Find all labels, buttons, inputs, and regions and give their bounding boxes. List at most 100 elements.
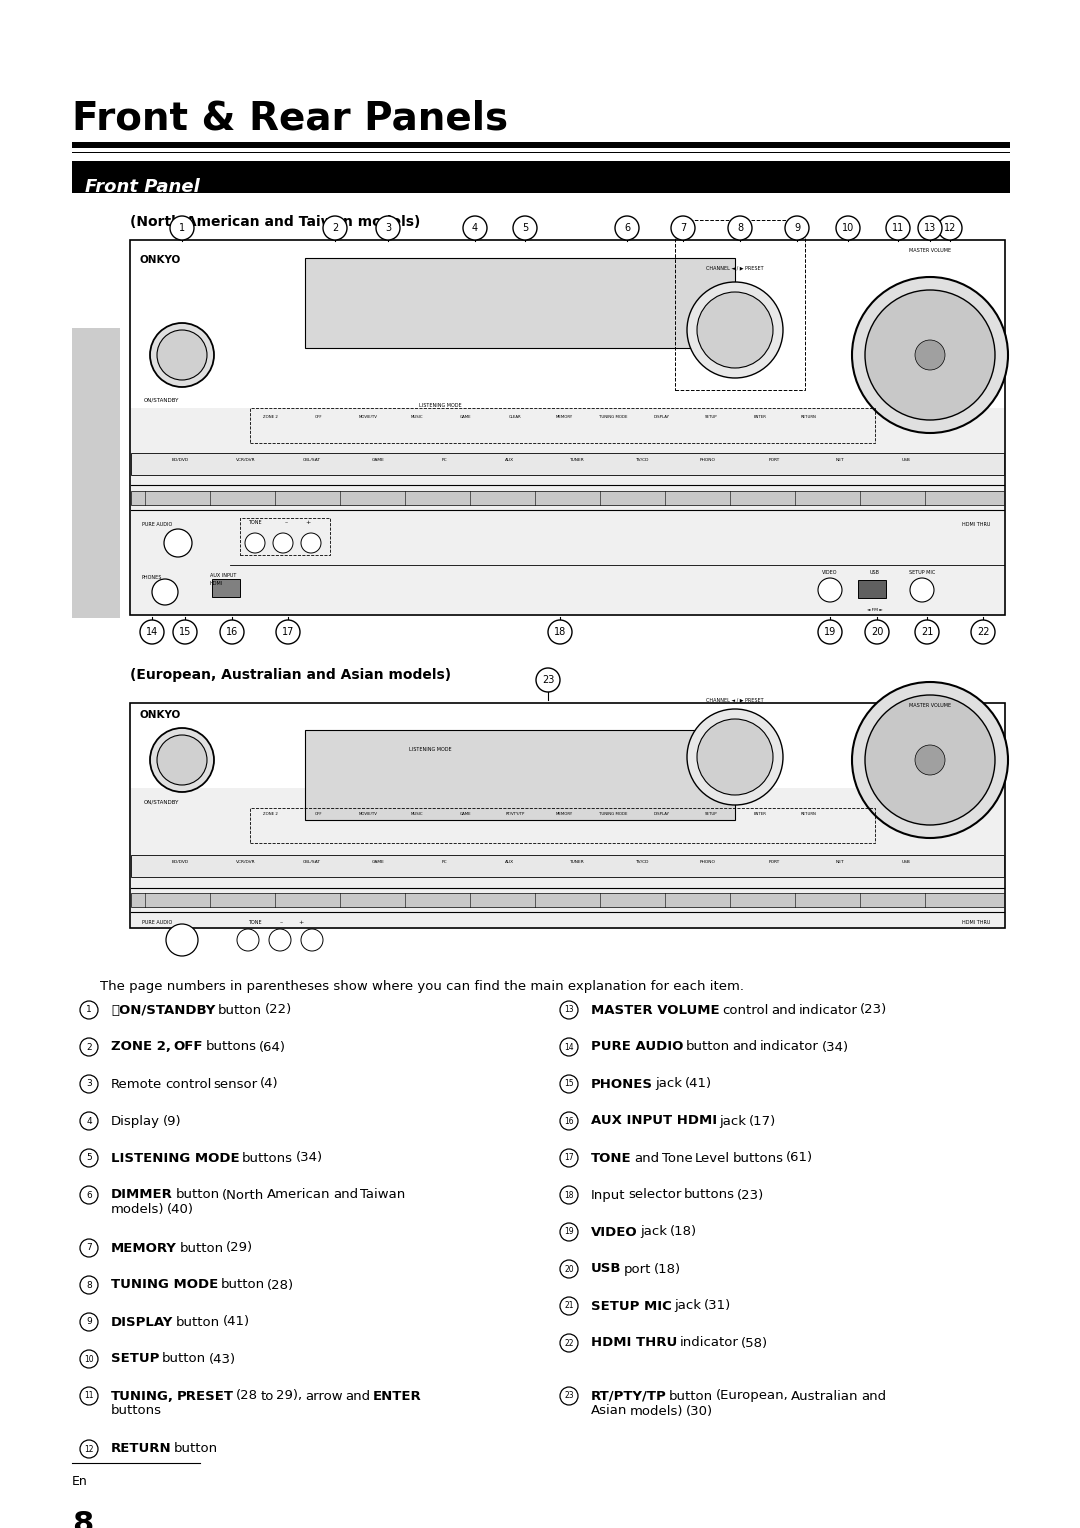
Text: NET: NET [836,458,845,461]
Text: LISTENING MODE: LISTENING MODE [111,1152,240,1164]
Circle shape [818,578,842,602]
Text: DISPLAY: DISPLAY [654,416,670,419]
Text: DISPLAY: DISPLAY [654,811,670,816]
Text: (9): (9) [162,1114,181,1128]
Circle shape [615,215,639,240]
Text: MOVIE/TV: MOVIE/TV [359,811,377,816]
Text: VIDEO: VIDEO [591,1225,637,1239]
Text: SETUP: SETUP [111,1352,160,1366]
Text: PURE AUDIO: PURE AUDIO [141,523,172,527]
Text: PORT: PORT [768,860,780,863]
Circle shape [852,277,1008,432]
Circle shape [915,341,945,370]
Text: 4: 4 [86,1117,92,1126]
Text: ONKYO: ONKYO [140,255,181,264]
Circle shape [561,1222,578,1241]
Bar [72,142,1010,148]
Circle shape [301,929,323,950]
Text: and: and [732,1041,758,1053]
Text: 5: 5 [86,1154,92,1163]
Bar [131,490,1004,504]
Circle shape [785,215,809,240]
Text: Australian: Australian [792,1389,859,1403]
Text: 18: 18 [554,626,566,637]
Text: –: – [285,520,288,526]
Text: HDMI THRU: HDMI THRU [961,523,990,527]
Text: button: button [670,1389,714,1403]
Text: PORT: PORT [768,458,780,461]
Bar [240,518,330,555]
Bar [131,892,1004,908]
Text: 7: 7 [86,1244,92,1253]
Circle shape [301,533,321,553]
Text: (4): (4) [260,1077,279,1091]
Text: TONE: TONE [591,1152,632,1164]
Text: port: port [624,1262,651,1276]
Circle shape [939,215,962,240]
Text: models): models) [111,1204,164,1216]
Circle shape [463,215,487,240]
Text: 23: 23 [542,675,554,685]
Text: jack: jack [640,1225,667,1239]
Text: and: and [346,1389,370,1403]
Circle shape [173,620,197,643]
Text: (22): (22) [265,1004,292,1016]
Text: PHONO: PHONO [700,860,716,863]
Text: PHONO: PHONO [700,458,716,461]
Circle shape [886,215,910,240]
Text: (European, Australian and Asian models): (European, Australian and Asian models) [130,668,451,681]
Text: 29),: 29), [276,1389,302,1403]
Text: MOVIE/TV: MOVIE/TV [359,416,377,419]
Text: 2: 2 [86,1042,92,1051]
Text: –: – [280,920,283,924]
Circle shape [865,620,889,643]
Text: (41): (41) [222,1316,249,1328]
Text: CHANNEL ◄ / ▶ PRESET: CHANNEL ◄ / ▶ PRESET [706,264,764,270]
Text: TUNING MODE: TUNING MODE [598,811,627,816]
Bar [131,856,1004,877]
Text: ZONE 2,: ZONE 2, [111,1041,171,1053]
Text: and: and [634,1152,659,1164]
Text: HDMI THRU: HDMI THRU [961,920,990,924]
Text: (61): (61) [786,1152,813,1164]
Text: 13: 13 [923,223,936,232]
Bar [249,408,875,443]
Text: selector: selector [627,1189,681,1201]
Bar [131,408,1004,614]
Text: GAME: GAME [460,416,472,419]
Text: 3: 3 [384,223,391,232]
Text: 20: 20 [870,626,883,637]
Circle shape [269,929,291,950]
Text: +: + [305,520,310,526]
Circle shape [548,620,572,643]
Text: ◄ FM ►: ◄ FM ► [867,608,882,613]
Text: MUSIC: MUSIC [410,416,423,419]
Circle shape [150,322,214,387]
Text: (28): (28) [268,1279,295,1291]
Text: TV/CD: TV/CD [635,860,649,863]
Circle shape [276,620,300,643]
Text: 22: 22 [564,1339,573,1348]
Text: En: En [72,1475,87,1488]
Text: TUNER: TUNER [569,458,583,461]
Text: button: button [686,1041,730,1053]
Text: 22: 22 [976,626,989,637]
Text: TUNING MODE: TUNING MODE [111,1279,218,1291]
Circle shape [80,1038,98,1056]
Text: buttons: buttons [684,1189,734,1201]
Bar [72,160,1010,193]
Text: MEMORY: MEMORY [555,416,572,419]
Circle shape [152,579,178,605]
Bar [130,703,1005,927]
Text: (29): (29) [226,1241,253,1254]
Text: ZONE 2: ZONE 2 [262,416,278,419]
Text: Tone: Tone [662,1152,692,1164]
Text: (41): (41) [685,1077,712,1091]
Text: 14: 14 [564,1042,573,1051]
Text: 15: 15 [564,1079,573,1088]
Text: ENTER: ENTER [754,811,767,816]
Text: MASTER VOLUME: MASTER VOLUME [591,1004,719,1016]
Circle shape [157,735,207,785]
Text: Front & Rear Panels: Front & Rear Panels [72,99,508,138]
Text: HDMI THRU: HDMI THRU [591,1337,677,1349]
